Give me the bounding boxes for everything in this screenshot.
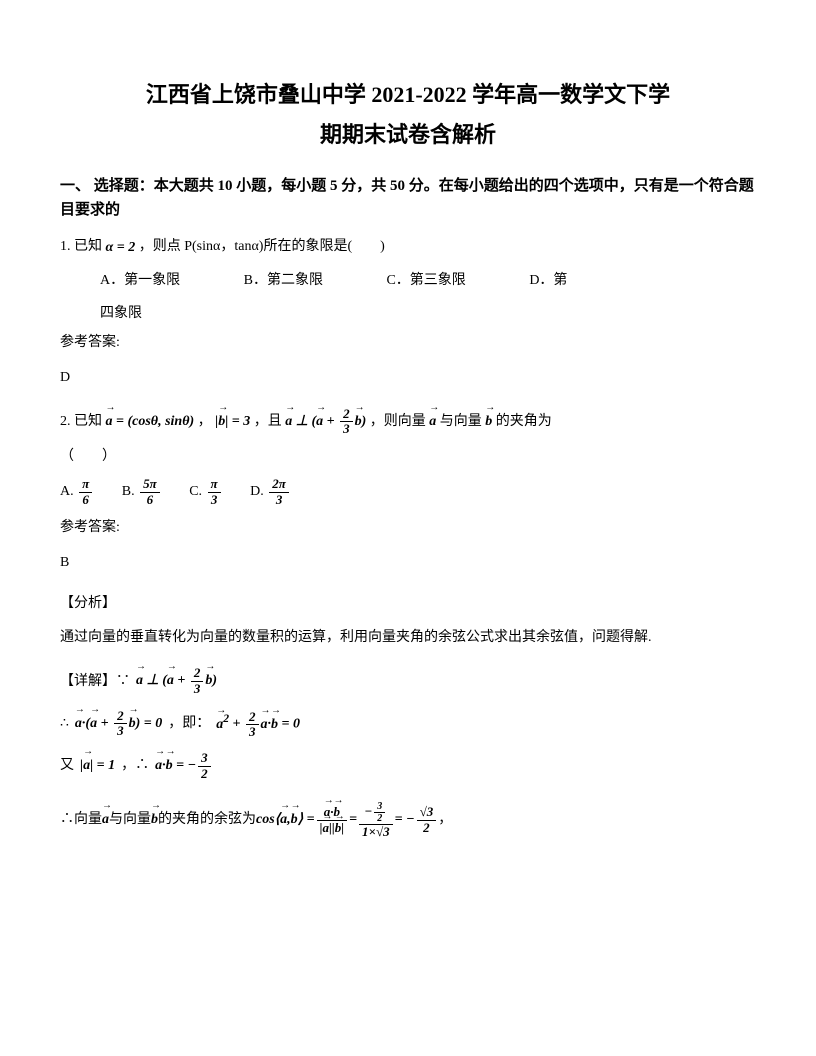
q1-text-after: ，则点 P(sinα，tanα)所在的象限是( ) [139,239,385,254]
q2-step2: 又 |a| = 1 ，∴ a·b = −32 [60,751,756,781]
q2-prefix: 2. 已知 [60,414,102,429]
q2-opt-c-num: π [208,477,221,492]
q2-answer-label: 参考答案: [60,515,756,540]
q1-option-c: C．第三象限 [386,268,465,293]
q1-formula-alpha: α = 2 [106,235,136,260]
q2-step1: ∴ a·(a + 23b) = 0 ，即： a2 + 23a·b = 0 [60,708,756,739]
q2-step2-prefix: 又 [60,753,74,778]
q2-opt-b-den: 6 [140,493,160,507]
q1-answer: D [60,365,756,390]
q2-step2-formula2: a·b = −32 [155,751,212,781]
q2-opt-a-num: π [79,477,92,492]
q2-vec-a: a [429,409,436,434]
q1-option-a: A．第一象限 [100,268,180,293]
q2-step1-formula2: a2 + 23a·b = 0 [216,708,300,739]
q2-sep2: ，且 [254,414,282,429]
q2-option-d: D. 2π3 [250,477,291,507]
q2-opt-b-label: B. [122,484,135,499]
q2-paren: （ ） [60,444,756,469]
q2-step2-formula1: |a| = 1 [80,753,115,778]
q2-final-b: b [151,807,158,832]
q2-opt-d-num: 2π [269,477,289,492]
q2-final-comma: ， [438,807,452,832]
q2-formula-a: a = (cosθ, sinθ) [106,409,195,434]
q2-formula-b: |b| = 3 [215,409,250,434]
q2-vec-b: b [485,409,492,434]
q2-opt-a-den: 6 [79,493,92,507]
q2-detail-prefix: 【详解】∵ [60,669,130,694]
q2-detail-formula: a ⊥ (a + 23b) [136,666,217,696]
page-title-line1: 江西省上饶市叠山中学 2021-2022 学年高一数学文下学 [60,80,756,111]
section-1-heading: 一、 选择题：本大题共 10 小题，每小题 5 分，共 50 分。在每小题给出的… [60,174,756,222]
q1-prefix: 1. 已知 [60,239,102,254]
q2-final-a: a [102,807,109,832]
q2-option-b: B. 5π6 [122,477,162,507]
q2-step1-mid: ，即： [168,711,210,736]
q2-option-a: A. π6 [60,477,94,507]
q2-options: A. π6 B. 5π6 C. π3 D. 2π3 [60,477,756,507]
q2-analysis-text: 通过向量的垂直转化为向量的数量积的运算，利用向量夹角的余弦公式求出其余弦值，问题… [60,624,756,652]
q1-option-b: B．第二象限 [244,268,323,293]
q2-step1-formula: a·(a + 23b) = 0 [75,709,162,739]
q2-step2-mid: ，∴ [121,753,149,778]
q2-opt-b-num: 5π [140,477,160,492]
q2-text-after: ，则向量 [370,414,426,429]
q1-option-d-suffix: 四象限 [100,301,756,326]
question-1: 1. 已知 α = 2 ，则点 P(sinα，tanα)所在的象限是( ) [60,234,756,259]
q2-final-mid2: 的夹角的余弦为 [158,807,256,832]
q2-text-end: 的夹角为 [496,414,552,429]
q2-detail-label: 【详解】∵ a ⊥ (a + 23b) [60,666,756,696]
q2-final-mid1: 与向量 [109,807,151,832]
q2-opt-d-label: D. [250,484,264,499]
q1-answer-label: 参考答案: [60,330,756,355]
q2-opt-d-den: 3 [269,493,289,507]
q2-opt-c-den: 3 [208,493,221,507]
q2-opt-a-label: A. [60,484,74,499]
q2-final-prefix: ∴向量 [60,807,102,832]
q2-opt-c-label: C. [189,484,202,499]
q2-final: ∴向量 a 与向量 b 的夹角的余弦为 cos⟨a,b⟩ = a·b|a||b|… [60,801,756,839]
q2-analysis-label: 【分析】 [60,591,756,616]
q2-option-c: C. π3 [189,477,222,507]
q2-step1-prefix: ∴ [60,711,69,736]
question-2: 2. 已知 a = (cosθ, sinθ) ， |b| = 3 ，且 a ⊥ … [60,407,756,437]
page-title-line2: 期期末试卷含解析 [60,115,756,155]
q2-answer: B [60,550,756,575]
q1-options: A．第一象限 B．第二象限 C．第三象限 D．第 [100,268,756,293]
q2-text-mid: 与向量 [440,414,486,429]
q2-final-formula: cos⟨a,b⟩ = a·b|a||b| = −321×√3 = − √32 [256,801,438,839]
q2-formula-perp: a ⊥ (a + 23b) [285,407,366,437]
q1-option-d-prefix: D．第 [529,268,567,293]
q2-sep1: ， [198,414,212,429]
